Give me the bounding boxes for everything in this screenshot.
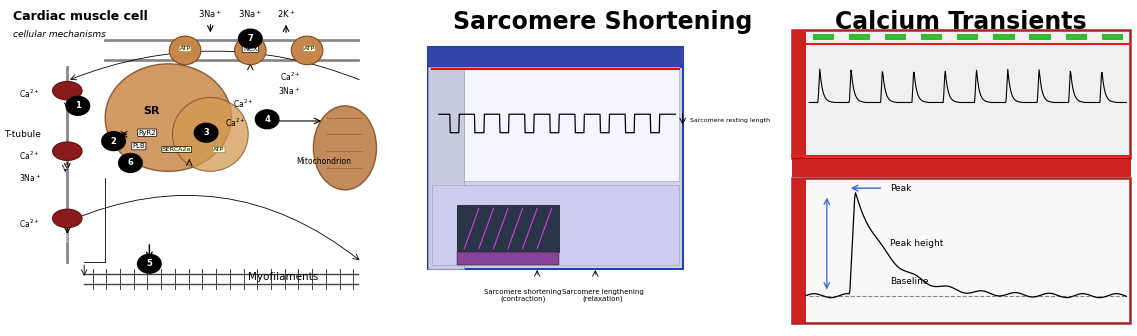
Text: Ca$^{2+}$: Ca$^{2+}$: [19, 88, 40, 100]
Text: 2K$^+$: 2K$^+$: [276, 8, 296, 20]
Text: Ca$_v$1.2: Ca$_v$1.2: [55, 103, 76, 112]
Circle shape: [194, 123, 218, 142]
Text: Ca$_v$1.2: Ca$_v$1.2: [55, 164, 76, 172]
Text: Mitochondrion: Mitochondrion: [297, 157, 351, 166]
Text: Ca$^{2+}$: Ca$^{2+}$: [280, 71, 300, 83]
Ellipse shape: [169, 36, 201, 65]
Circle shape: [102, 132, 125, 151]
Bar: [1102, 34, 1123, 40]
Text: 1: 1: [75, 101, 81, 110]
Bar: [428, 47, 682, 269]
Bar: [791, 178, 806, 323]
Text: 7: 7: [248, 34, 254, 43]
Bar: [957, 34, 978, 40]
Text: 5: 5: [147, 259, 152, 268]
Text: cellular mechanisms: cellular mechanisms: [13, 30, 106, 39]
Bar: [791, 30, 806, 158]
Circle shape: [239, 29, 263, 48]
Bar: [791, 30, 1130, 158]
Ellipse shape: [52, 82, 82, 100]
Text: Ca$^{2+}$: Ca$^{2+}$: [225, 117, 246, 129]
Bar: [432, 185, 679, 265]
Text: NCX: NCX: [243, 46, 258, 52]
Text: Cardiac muscle cell: Cardiac muscle cell: [13, 10, 148, 23]
Text: SR: SR: [143, 106, 159, 116]
Circle shape: [118, 154, 142, 172]
Text: ATP: ATP: [304, 46, 315, 51]
Ellipse shape: [314, 106, 376, 190]
Text: T-tubule: T-tubule: [5, 130, 41, 139]
Ellipse shape: [52, 142, 82, 161]
Text: Calcium Transients: Calcium Transients: [835, 10, 1087, 34]
Bar: [1065, 34, 1087, 40]
Text: Sarcomere shortening
(contraction): Sarcomere shortening (contraction): [484, 289, 562, 302]
Text: Peak height: Peak height: [890, 239, 944, 248]
Ellipse shape: [234, 36, 266, 65]
Text: Ca$^{2+}$: Ca$^{2+}$: [19, 217, 40, 229]
Ellipse shape: [52, 209, 82, 228]
Bar: [432, 67, 679, 181]
Text: Sarcomere Shortening: Sarcomere Shortening: [453, 10, 753, 34]
Text: 3Na$^+$: 3Na$^+$: [277, 85, 300, 96]
Text: Myofilaments: Myofilaments: [248, 272, 318, 282]
Text: Ca$_v$1.2: Ca$_v$1.2: [55, 231, 76, 240]
Text: ATP: ATP: [180, 46, 191, 51]
Bar: [1029, 34, 1051, 40]
Text: Ca$_v$1.2: Ca$_v$1.2: [55, 236, 76, 245]
Ellipse shape: [106, 64, 232, 171]
Text: Sarcomere lengthening
(relaxation): Sarcomere lengthening (relaxation): [562, 289, 644, 302]
Text: 3Na$^+$: 3Na$^+$: [238, 8, 263, 20]
Bar: [813, 34, 833, 40]
Text: SERCA2a: SERCA2a: [163, 147, 191, 152]
Text: 6: 6: [127, 159, 133, 167]
Text: 3: 3: [204, 128, 209, 137]
Circle shape: [138, 254, 161, 273]
Text: ATP: ATP: [213, 147, 224, 152]
Ellipse shape: [173, 97, 248, 171]
Bar: [791, 178, 1130, 323]
Bar: [849, 34, 870, 40]
Bar: [457, 205, 559, 252]
Bar: [791, 158, 1130, 176]
Circle shape: [66, 96, 90, 115]
Text: PLB: PLB: [132, 143, 146, 149]
Text: Ca$^{2+}$: Ca$^{2+}$: [233, 98, 254, 110]
Text: 3Na$^+$: 3Na$^+$: [19, 172, 41, 184]
Text: Ca$^{2+}$: Ca$^{2+}$: [19, 150, 40, 162]
Bar: [457, 252, 559, 265]
Text: RyR2: RyR2: [139, 130, 156, 136]
Circle shape: [256, 110, 279, 129]
Text: Baseline: Baseline: [890, 277, 929, 286]
Text: 2: 2: [110, 137, 116, 145]
Bar: [428, 67, 464, 269]
Bar: [994, 34, 1014, 40]
Ellipse shape: [291, 36, 323, 65]
Bar: [885, 34, 906, 40]
Bar: [921, 34, 943, 40]
Text: Sarcomere resting length: Sarcomere resting length: [690, 119, 770, 123]
Text: 3Na$^+$: 3Na$^+$: [198, 8, 223, 20]
Text: Peak: Peak: [890, 184, 912, 193]
Bar: [428, 47, 682, 67]
Text: 4: 4: [264, 115, 271, 124]
